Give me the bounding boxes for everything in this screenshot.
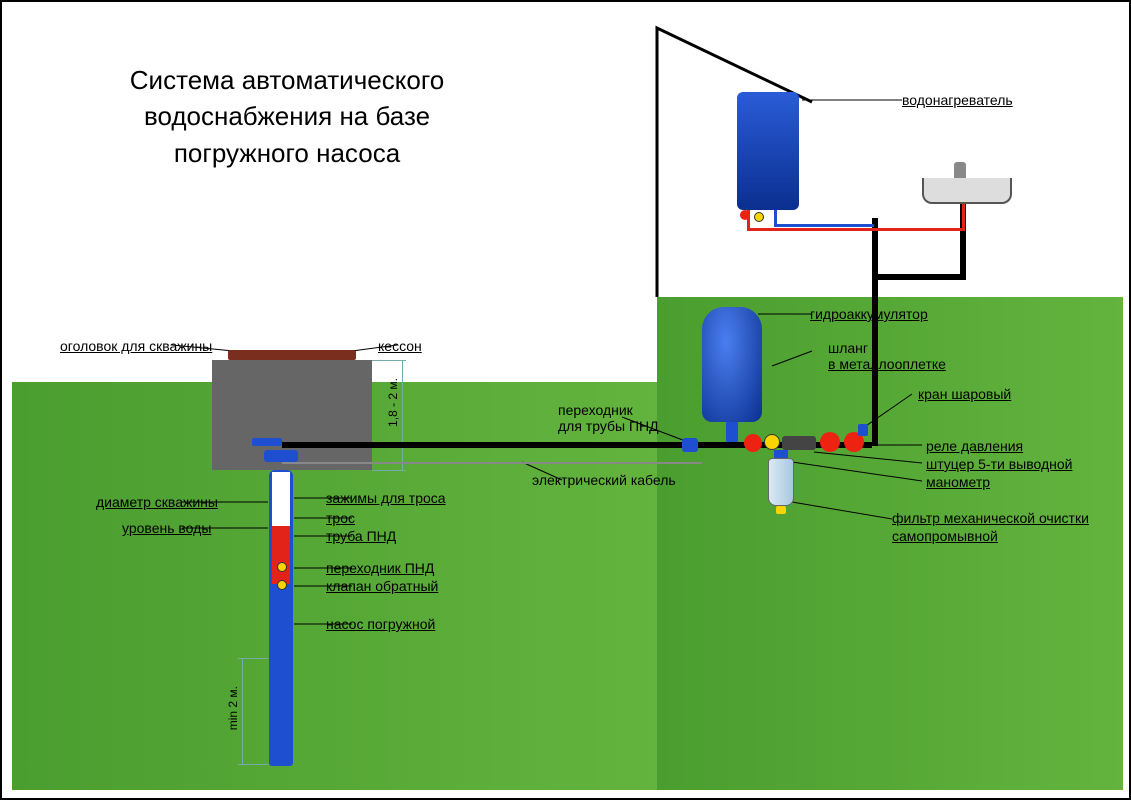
caisson-height-label: 1,8 - 2 м. [386,378,400,427]
label-accumulator: гидроаккумулятор [810,306,928,322]
water-heater [737,92,799,210]
heater-in-v [774,210,777,224]
label-well-diameter: диаметр скважины [96,494,218,510]
label-pnd-pipe-adapter-1: переходник [558,402,633,418]
manometer-icon [764,434,780,450]
label-pnd-pipe-adapter-2: для трубы ПНД [558,418,659,434]
heater-valve-1 [754,212,764,222]
label-heater: водонагреватель [902,92,1013,108]
electric-cable [282,462,702,464]
label-cable-1: электрический кабель [532,472,676,488]
label-pnd-adapter: переходник ПНД [326,560,434,576]
filter-body [768,458,794,506]
wellhead-fitting [264,450,298,462]
pnd-pipe-adapter [682,438,698,452]
faucet-icon [954,162,966,178]
filter-drain [776,506,786,514]
label-check-valve: клапан обратный [326,578,438,594]
label-water-level: уровень воды [122,520,211,536]
label-filter-2: самопромывной [892,528,998,544]
cold-to-heater-h [774,224,874,227]
leader-manometer [792,462,922,481]
accum-stem [726,422,738,442]
accumulator [702,307,762,422]
guide-min-bot [238,764,268,765]
guide-min-v [242,658,243,764]
caisson-lid [228,350,356,360]
label-manometer: манометр [926,474,990,490]
pump-body [272,598,290,658]
well-red-section [272,526,290,584]
label-hose-2: в металлооплетке [828,356,946,372]
pipe-to-sink-h [872,274,966,280]
leader-filter [792,502,892,519]
label-pump: насос погружной [326,616,435,632]
pressure-switch-icon [858,424,868,436]
leader-5way [814,452,922,463]
five-way-fitting [782,436,816,450]
wellhead-elbow [252,438,282,446]
label-filter-1: фильтр механической очистки [892,510,1089,526]
hot-line-h [747,228,965,231]
label-rope: трос [326,510,355,526]
leader-hose [772,351,812,366]
ball-valve-icon [820,432,840,452]
pnd-adapter-icon [277,562,287,572]
riser-pipe [872,218,878,446]
label-cable-clamps: зажимы для троса [326,490,446,506]
guide-caisson-v [402,360,403,470]
label-ball-valve: кран шаровый [918,386,1011,402]
guide-caisson-top [372,360,406,361]
guide-caisson-bot [372,470,406,471]
well-air-gap [272,472,290,526]
label-caisson: кессон [378,338,422,354]
diagram-canvas: Система автоматического водоснабжения на… [0,0,1131,800]
label-hose-1: шланг [828,340,868,356]
label-pressure-switch: реле давления [926,438,1023,454]
hot-line-v [962,202,965,230]
sink-basin [922,178,1012,204]
label-pipe-pnd: труба ПНД [326,528,396,544]
check-valve-icon [277,580,287,590]
min-depth-label: min 2 м. [226,686,240,730]
filter-neck [774,450,788,458]
valve-1 [744,434,762,452]
label-wellhead: оголовок для скважины [60,338,212,354]
heater-valve-2 [740,210,750,220]
label-five-way: штуцер 5-ти выводной [926,456,1072,472]
